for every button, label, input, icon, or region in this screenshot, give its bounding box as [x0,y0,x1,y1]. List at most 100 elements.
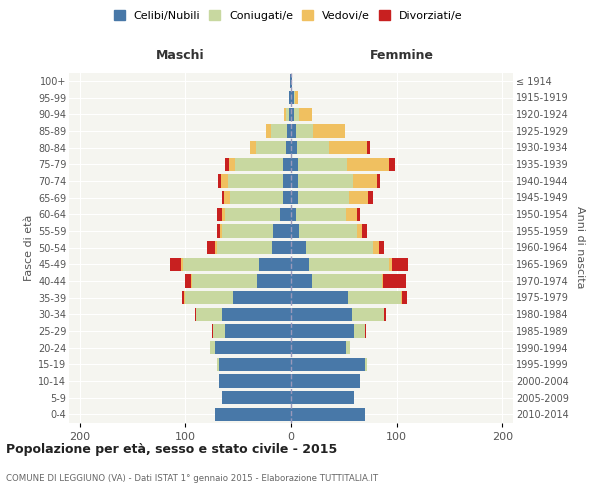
Bar [289,91,291,104]
Bar [196,308,222,321]
Bar [183,258,259,271]
Legend: Celibi/Nubili, Coniugati/e, Vedovi/e, Divorziati/e: Celibi/Nubili, Coniugati/e, Vedovi/e, Di… [109,6,467,25]
Bar [298,158,347,171]
Bar [219,358,291,371]
Bar [295,91,298,104]
Bar [291,158,298,171]
Bar [291,258,309,271]
Bar [298,174,353,188]
Bar [229,158,235,171]
Bar [373,241,379,254]
Bar [235,158,283,171]
Bar [184,291,185,304]
Bar [291,391,355,404]
Bar [217,358,219,371]
Bar [222,208,226,221]
Bar [352,308,384,321]
Bar [182,291,184,304]
Bar [346,341,350,354]
Bar [271,124,287,138]
Bar [379,241,384,254]
Bar [222,191,224,204]
Bar [272,241,291,254]
Bar [402,291,407,304]
Bar [215,341,291,354]
Bar [389,258,392,271]
Bar [185,274,191,287]
Bar [213,324,226,338]
Bar [217,208,222,221]
Bar [208,241,215,254]
Bar [356,224,362,237]
Bar [291,74,292,88]
Bar [365,324,366,338]
Bar [217,241,272,254]
Bar [313,124,345,138]
Bar [212,324,213,338]
Bar [291,408,365,421]
Bar [362,224,367,237]
Bar [291,208,296,221]
Bar [222,391,291,404]
Bar [280,208,291,221]
Bar [218,174,221,188]
Bar [195,308,196,321]
Bar [287,124,291,138]
Bar [219,374,291,388]
Bar [294,108,299,121]
Bar [284,108,286,121]
Bar [291,124,296,138]
Bar [286,141,291,154]
Bar [291,374,360,388]
Bar [170,258,181,271]
Bar [222,224,273,237]
Bar [348,291,401,304]
Bar [299,224,356,237]
Bar [256,141,286,154]
Bar [215,408,291,421]
Bar [222,308,291,321]
Bar [185,291,233,304]
Bar [286,108,289,121]
Bar [181,258,183,271]
Bar [355,324,365,338]
Bar [291,324,355,338]
Bar [224,191,230,204]
Bar [291,224,299,237]
Bar [365,358,367,371]
Bar [291,308,352,321]
Bar [283,158,291,171]
Bar [259,258,291,271]
Bar [349,191,368,204]
Text: Femmine: Femmine [370,49,434,62]
Bar [226,324,291,338]
Bar [383,274,406,287]
Bar [377,174,380,188]
Bar [233,291,291,304]
Bar [382,274,383,287]
Bar [291,91,294,104]
Y-axis label: Anni di nascita: Anni di nascita [575,206,586,288]
Bar [209,341,215,354]
Bar [221,174,227,188]
Bar [291,141,298,154]
Bar [389,158,395,171]
Bar [356,208,360,221]
Bar [266,124,271,138]
Bar [217,224,220,237]
Bar [353,174,377,188]
Bar [298,141,329,154]
Bar [289,108,291,121]
Bar [227,174,283,188]
Bar [346,208,356,221]
Bar [367,141,370,154]
Bar [290,74,291,88]
Text: Popolazione per età, sesso e stato civile - 2015: Popolazione per età, sesso e stato civil… [6,442,337,456]
Bar [291,241,306,254]
Bar [250,141,256,154]
Bar [191,274,257,287]
Bar [291,274,312,287]
Bar [291,341,346,354]
Bar [230,191,283,204]
Text: COMUNE DI LEGGIUNO (VA) - Dati ISTAT 1° gennaio 2015 - Elaborazione TUTTITALIA.I: COMUNE DI LEGGIUNO (VA) - Dati ISTAT 1° … [6,474,378,483]
